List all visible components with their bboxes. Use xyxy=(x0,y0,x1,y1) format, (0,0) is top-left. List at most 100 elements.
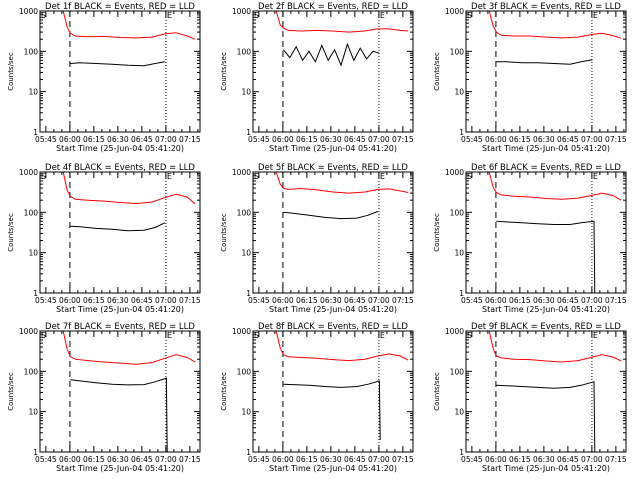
y-tick-label: 1 xyxy=(33,289,38,298)
start-marker: S xyxy=(41,331,46,340)
events-series-line xyxy=(283,211,378,220)
plot-frame xyxy=(465,10,627,133)
y-axis-label: Counts/sec xyxy=(433,213,441,252)
plot-frame xyxy=(252,330,414,453)
y-axis-label: Counts/sec xyxy=(433,372,441,411)
y-tick-label: 10 xyxy=(28,88,38,97)
x-tick-label: 06:00 xyxy=(59,135,81,144)
panel-det-8: Det 8f BLACK = Events, RED = LLD Counts/s… xyxy=(220,322,414,473)
x-tick-label: 06:00 xyxy=(272,455,294,464)
y-tick-label: 10 xyxy=(241,249,251,258)
panel-det-4: Det 4f BLACK = Events, RED = LLD Counts/s… xyxy=(7,163,201,314)
x-tick-label: 06:15 xyxy=(296,135,318,144)
x-tick-label: 06:15 xyxy=(296,455,318,464)
lld-series-line xyxy=(62,171,196,205)
panel-det-6: Det 6f BLACK = Events, RED = LLD Counts/s… xyxy=(433,163,627,314)
panel-title: Det 9f BLACK = Events, RED = LLD xyxy=(471,322,621,332)
lld-series-line xyxy=(62,10,196,40)
x-axis-label: Start Time (25-Jun-04 05:41:20) xyxy=(482,144,610,153)
x-tick-label: 05:45 xyxy=(35,455,57,464)
plot-frame xyxy=(465,330,627,453)
end-marker: E xyxy=(380,331,385,340)
x-tick-label: 06:30 xyxy=(533,455,555,464)
x-axis-label: Start Time (25-Jun-04 05:41:20) xyxy=(56,144,184,153)
x-tick-label: 07:15 xyxy=(179,455,201,464)
x-tick-label: 07:00 xyxy=(581,296,603,305)
plot-frame xyxy=(252,10,414,133)
events-series-line xyxy=(496,220,596,294)
y-axis-label: Counts/sec xyxy=(220,213,228,252)
x-axis-label: Start Time (25-Jun-04 05:41:20) xyxy=(269,144,397,153)
events-series-line xyxy=(70,377,168,453)
panel-det-5: Det 5f BLACK = Events, RED = LLD Counts/s… xyxy=(220,163,414,314)
x-tick-label: 05:45 xyxy=(461,296,483,305)
y-tick-label: 1 xyxy=(33,128,38,137)
panel-title: Det 5f BLACK = Events, RED = LLD xyxy=(258,163,408,173)
y-axis-label: Counts/sec xyxy=(220,52,228,91)
y-axis-label: Counts/sec xyxy=(433,52,441,91)
plot-frame xyxy=(465,171,627,294)
events-series-line xyxy=(283,380,381,440)
y-axis-label: Counts/sec xyxy=(7,52,15,91)
x-tick-label: 06:45 xyxy=(344,455,366,464)
y-tick-label: 1000 xyxy=(19,327,38,336)
x-tick-label: 06:15 xyxy=(509,296,531,305)
x-tick-label: 05:45 xyxy=(461,135,483,144)
x-tick-label: 06:30 xyxy=(320,455,342,464)
y-tick-label: 10 xyxy=(241,408,251,417)
x-tick-label: 06:45 xyxy=(344,296,366,305)
panel-det-1: Det 1f BLACK = Events, RED = LLD Counts/s… xyxy=(7,2,201,153)
x-tick-label: 07:15 xyxy=(605,296,627,305)
y-tick-label: 100 xyxy=(450,47,465,56)
x-tick-label: 06:45 xyxy=(131,455,153,464)
y-tick-label: 1 xyxy=(459,128,464,137)
x-tick-label: 06:15 xyxy=(83,135,105,144)
y-tick-label: 1 xyxy=(246,128,251,137)
x-tick-label: 07:00 xyxy=(581,455,603,464)
x-axis-label: Start Time (25-Jun-04 05:41:20) xyxy=(56,305,184,314)
x-tick-label: 06:45 xyxy=(131,296,153,305)
x-tick-label: 07:00 xyxy=(155,296,177,305)
x-axis-label: Start Time (25-Jun-04 05:41:20) xyxy=(56,464,184,473)
y-tick-label: 10 xyxy=(241,88,251,97)
x-tick-label: 06:00 xyxy=(485,455,507,464)
y-tick-label: 1 xyxy=(459,448,464,457)
panel-title: Det 4f BLACK = Events, RED = LLD xyxy=(45,163,195,173)
end-marker: E xyxy=(593,11,598,20)
x-tick-label: 07:15 xyxy=(605,135,627,144)
end-marker: E xyxy=(167,11,172,20)
x-tick-label: 07:15 xyxy=(179,296,201,305)
end-marker: E xyxy=(167,172,172,181)
x-tick-label: 05:45 xyxy=(35,296,57,305)
x-tick-label: 06:45 xyxy=(557,135,579,144)
x-tick-label: 07:15 xyxy=(179,135,201,144)
panel-title: Det 7f BLACK = Events, RED = LLD xyxy=(45,322,195,332)
x-tick-label: 07:00 xyxy=(368,455,390,464)
start-marker: S xyxy=(41,11,46,20)
y-tick-label: 100 xyxy=(237,208,252,217)
x-tick-label: 06:45 xyxy=(131,135,153,144)
y-tick-label: 1 xyxy=(33,448,38,457)
x-axis-label: Start Time (25-Jun-04 05:41:20) xyxy=(269,305,397,314)
y-tick-label: 1 xyxy=(459,289,464,298)
lld-series-line xyxy=(275,10,409,33)
x-tick-label: 07:15 xyxy=(392,455,414,464)
x-tick-label: 05:45 xyxy=(248,135,270,144)
x-tick-label: 07:00 xyxy=(368,135,390,144)
x-tick-label: 06:30 xyxy=(107,296,129,305)
y-tick-label: 1000 xyxy=(445,168,464,177)
start-marker: S xyxy=(467,172,472,181)
x-tick-label: 05:45 xyxy=(248,455,270,464)
end-marker: E xyxy=(380,172,385,181)
x-tick-label: 07:15 xyxy=(605,455,627,464)
x-tick-label: 06:15 xyxy=(509,135,531,144)
y-tick-label: 1000 xyxy=(445,327,464,336)
y-tick-label: 100 xyxy=(450,367,465,376)
x-tick-label: 07:00 xyxy=(155,135,177,144)
start-marker: S xyxy=(254,11,259,20)
plot-frame xyxy=(252,171,414,294)
x-tick-label: 06:00 xyxy=(272,296,294,305)
y-tick-label: 100 xyxy=(237,47,252,56)
panel-det-2: Det 2f BLACK = Events, RED = LLD Counts/s… xyxy=(220,2,414,153)
y-axis-label: Counts/sec xyxy=(7,372,15,411)
